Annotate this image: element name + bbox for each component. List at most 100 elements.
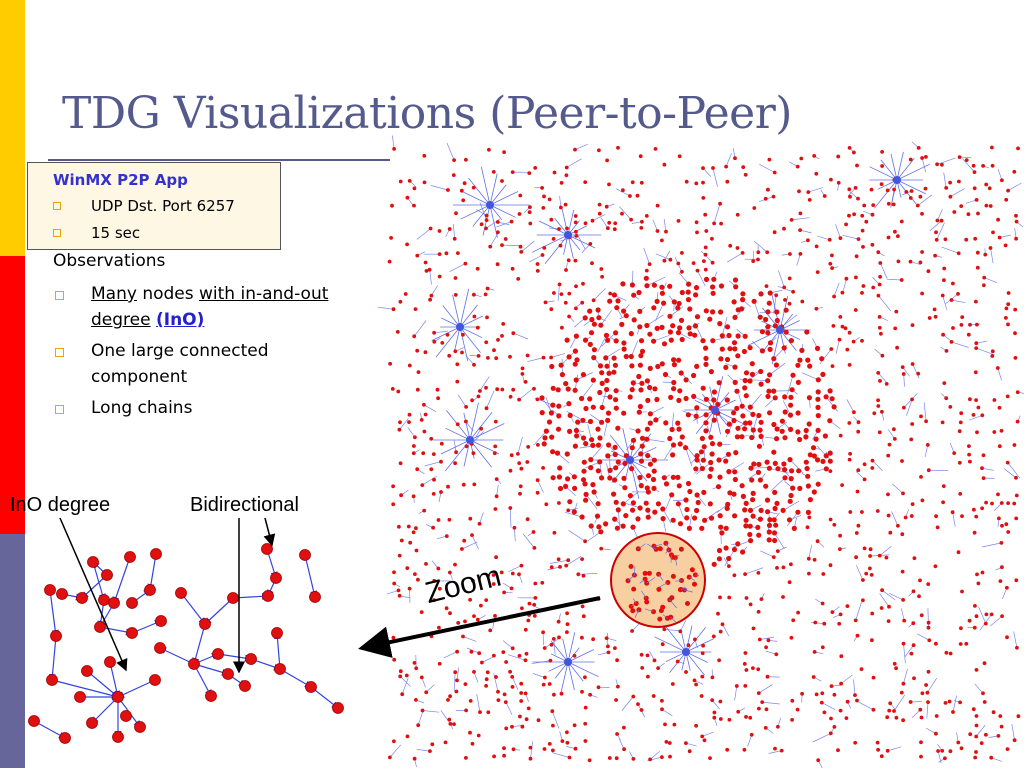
peer-node bbox=[701, 489, 707, 495]
peer-node bbox=[751, 626, 756, 631]
peer-node bbox=[976, 581, 981, 586]
zoomed-node bbox=[149, 674, 161, 686]
peer-edge bbox=[725, 153, 732, 167]
peer-edge bbox=[846, 399, 855, 413]
hub-spoke bbox=[654, 636, 687, 653]
peer-node bbox=[580, 372, 587, 378]
peer-node bbox=[816, 758, 821, 763]
peer-node bbox=[984, 732, 988, 737]
peer-node bbox=[420, 483, 425, 487]
peer-node bbox=[767, 372, 773, 378]
peer-edge bbox=[923, 402, 927, 422]
peer-node bbox=[757, 314, 763, 320]
peer-node bbox=[589, 316, 595, 323]
peer-edge bbox=[773, 390, 791, 392]
peer-node bbox=[606, 442, 612, 448]
peer-edge bbox=[501, 244, 520, 246]
square-bullet-icon bbox=[55, 405, 64, 414]
peer-node bbox=[876, 404, 881, 408]
peer-node bbox=[764, 459, 770, 465]
peer-node bbox=[484, 340, 489, 345]
peer-node bbox=[767, 157, 772, 162]
peer-node bbox=[547, 197, 552, 202]
zoomed-edge bbox=[49, 589, 59, 638]
peer-node bbox=[400, 692, 405, 697]
peer-node bbox=[549, 565, 554, 570]
peer-node bbox=[452, 158, 456, 163]
peer-node bbox=[587, 308, 593, 314]
peer-edge bbox=[924, 444, 929, 457]
peer-node bbox=[651, 694, 656, 698]
peer-node bbox=[508, 354, 512, 359]
peer-edge bbox=[704, 509, 720, 521]
peer-node bbox=[576, 572, 581, 577]
peer-node bbox=[535, 269, 540, 273]
peer-node bbox=[581, 435, 587, 441]
peer-node bbox=[1013, 307, 1018, 312]
peer-node bbox=[772, 395, 778, 401]
peer-node bbox=[782, 226, 786, 231]
zoomed-node bbox=[94, 621, 106, 633]
peer-node bbox=[797, 189, 801, 194]
peer-node bbox=[556, 474, 563, 480]
peer-node bbox=[742, 426, 748, 432]
peer-node bbox=[980, 413, 985, 418]
peer-node bbox=[934, 641, 938, 646]
peer-node bbox=[731, 546, 738, 553]
peer-node bbox=[464, 419, 468, 424]
peer-node bbox=[926, 700, 930, 704]
peer-node bbox=[567, 291, 572, 296]
peer-node bbox=[460, 350, 464, 355]
peer-edge bbox=[462, 636, 477, 642]
peer-node bbox=[767, 410, 773, 416]
peer-edge bbox=[990, 615, 1003, 627]
peer-node bbox=[621, 340, 627, 346]
peer-node bbox=[421, 451, 426, 456]
peer-node bbox=[828, 261, 833, 266]
peer-edge bbox=[600, 217, 609, 229]
peer-node bbox=[539, 395, 545, 401]
peer-node bbox=[423, 260, 428, 265]
peer-node bbox=[701, 180, 705, 185]
peer-node bbox=[448, 611, 452, 616]
peer-node bbox=[596, 315, 602, 321]
peer-node bbox=[915, 203, 920, 208]
peer-node bbox=[494, 675, 498, 679]
peer-node bbox=[1015, 419, 1020, 424]
peer-node bbox=[517, 397, 521, 402]
peer-node bbox=[671, 299, 677, 305]
peer-node bbox=[900, 365, 905, 369]
peer-node bbox=[581, 468, 587, 474]
peer-node bbox=[495, 387, 500, 392]
peer-node bbox=[397, 593, 402, 598]
peer-node bbox=[956, 550, 961, 555]
peer-node bbox=[779, 418, 786, 424]
peer-node bbox=[536, 718, 541, 723]
peer-node bbox=[694, 492, 700, 498]
peer-node bbox=[567, 428, 573, 434]
peer-node bbox=[743, 393, 749, 399]
peer-node bbox=[703, 252, 708, 257]
square-bullet-icon bbox=[53, 202, 61, 210]
peer-node bbox=[870, 242, 875, 247]
peer-node bbox=[926, 269, 931, 274]
peer-node bbox=[595, 468, 601, 474]
peer-edge bbox=[532, 673, 546, 678]
peer-node bbox=[996, 217, 1000, 222]
peer-node bbox=[736, 709, 741, 714]
peer-node bbox=[388, 361, 392, 366]
peer-node bbox=[877, 325, 882, 330]
peer-node bbox=[1014, 516, 1019, 521]
peer-node bbox=[500, 179, 504, 183]
hub-spoke bbox=[469, 402, 479, 441]
peer-node bbox=[620, 501, 626, 507]
peer-edge bbox=[773, 295, 777, 314]
peer-node bbox=[830, 364, 835, 368]
peer-node bbox=[852, 150, 856, 155]
peer-node bbox=[789, 387, 795, 393]
peer-node bbox=[731, 410, 737, 416]
peer-node bbox=[676, 261, 681, 266]
peer-node bbox=[694, 220, 699, 225]
peer-node bbox=[733, 156, 737, 161]
peer-node bbox=[583, 705, 588, 710]
